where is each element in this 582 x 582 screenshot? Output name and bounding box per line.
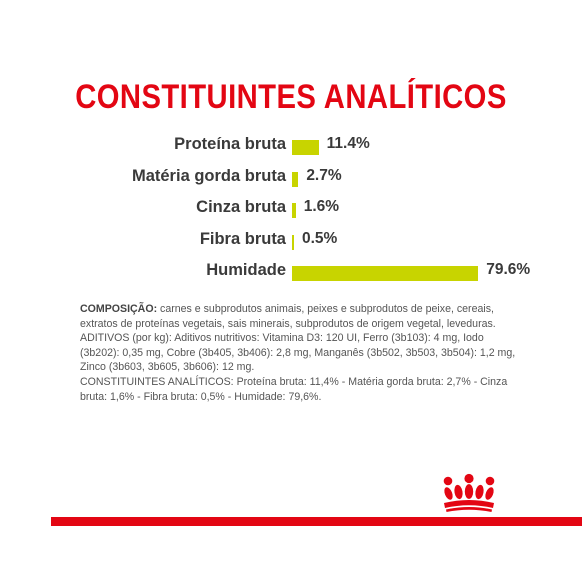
data-bar: [292, 171, 299, 187]
value-label: 1.6%: [303, 198, 340, 215]
category-label: Proteína bruta: [174, 135, 286, 153]
analytical-constituents-chart: Proteína bruta 11.4% Matéria gorda bruta 2.…: [0, 132, 582, 282]
analytical-constituents-text: CONSTITUINTES ANALÍTICOS: Proteína bruta…: [80, 375, 508, 403]
page-title: CONSTITUINTES ANALÍTICOS: [75, 78, 507, 116]
bar-row: Proteína bruta 11.4%: [0, 132, 582, 162]
bar-row: Fibra bruta 0.5%: [0, 227, 582, 257]
value-label: 0.5%: [302, 229, 338, 247]
category-label: Matéria gorda bruta: [131, 166, 286, 185]
data-bar: [292, 203, 296, 218]
category-label: Cinza bruta: [196, 198, 286, 216]
bar-row: Matéria gorda bruta 2.7%: [0, 164, 582, 194]
value-label: 2.7%: [306, 166, 342, 184]
data-bar: [292, 266, 479, 281]
royal-canin-crown-icon: [443, 473, 495, 512]
bar-row: Cinza bruta 1.6%: [0, 195, 582, 225]
category-label: Fibra bruta: [199, 229, 286, 248]
composition-paragraph: COMPOSIÇÃO: carnes e subprodutos animais…: [80, 302, 520, 331]
composition-block: COMPOSIÇÃO: carnes e subprodutos animais…: [80, 302, 520, 404]
bar-row: Humidade 79.6%: [0, 258, 582, 288]
data-bar: [292, 234, 294, 250]
data-bar: [292, 140, 319, 155]
additives-text: ADITIVOS (por kg): Aditivos nutritivos: …: [80, 332, 516, 374]
category-label: Humidade: [206, 261, 286, 279]
composition-label: COMPOSIÇÃO:: [80, 303, 158, 315]
value-label: 79.6%: [486, 261, 531, 278]
brand-red-line: [51, 517, 582, 526]
value-label: 11.4%: [326, 135, 370, 152]
composition-text: carnes e subprodutos animais, peixes e s…: [80, 303, 496, 330]
